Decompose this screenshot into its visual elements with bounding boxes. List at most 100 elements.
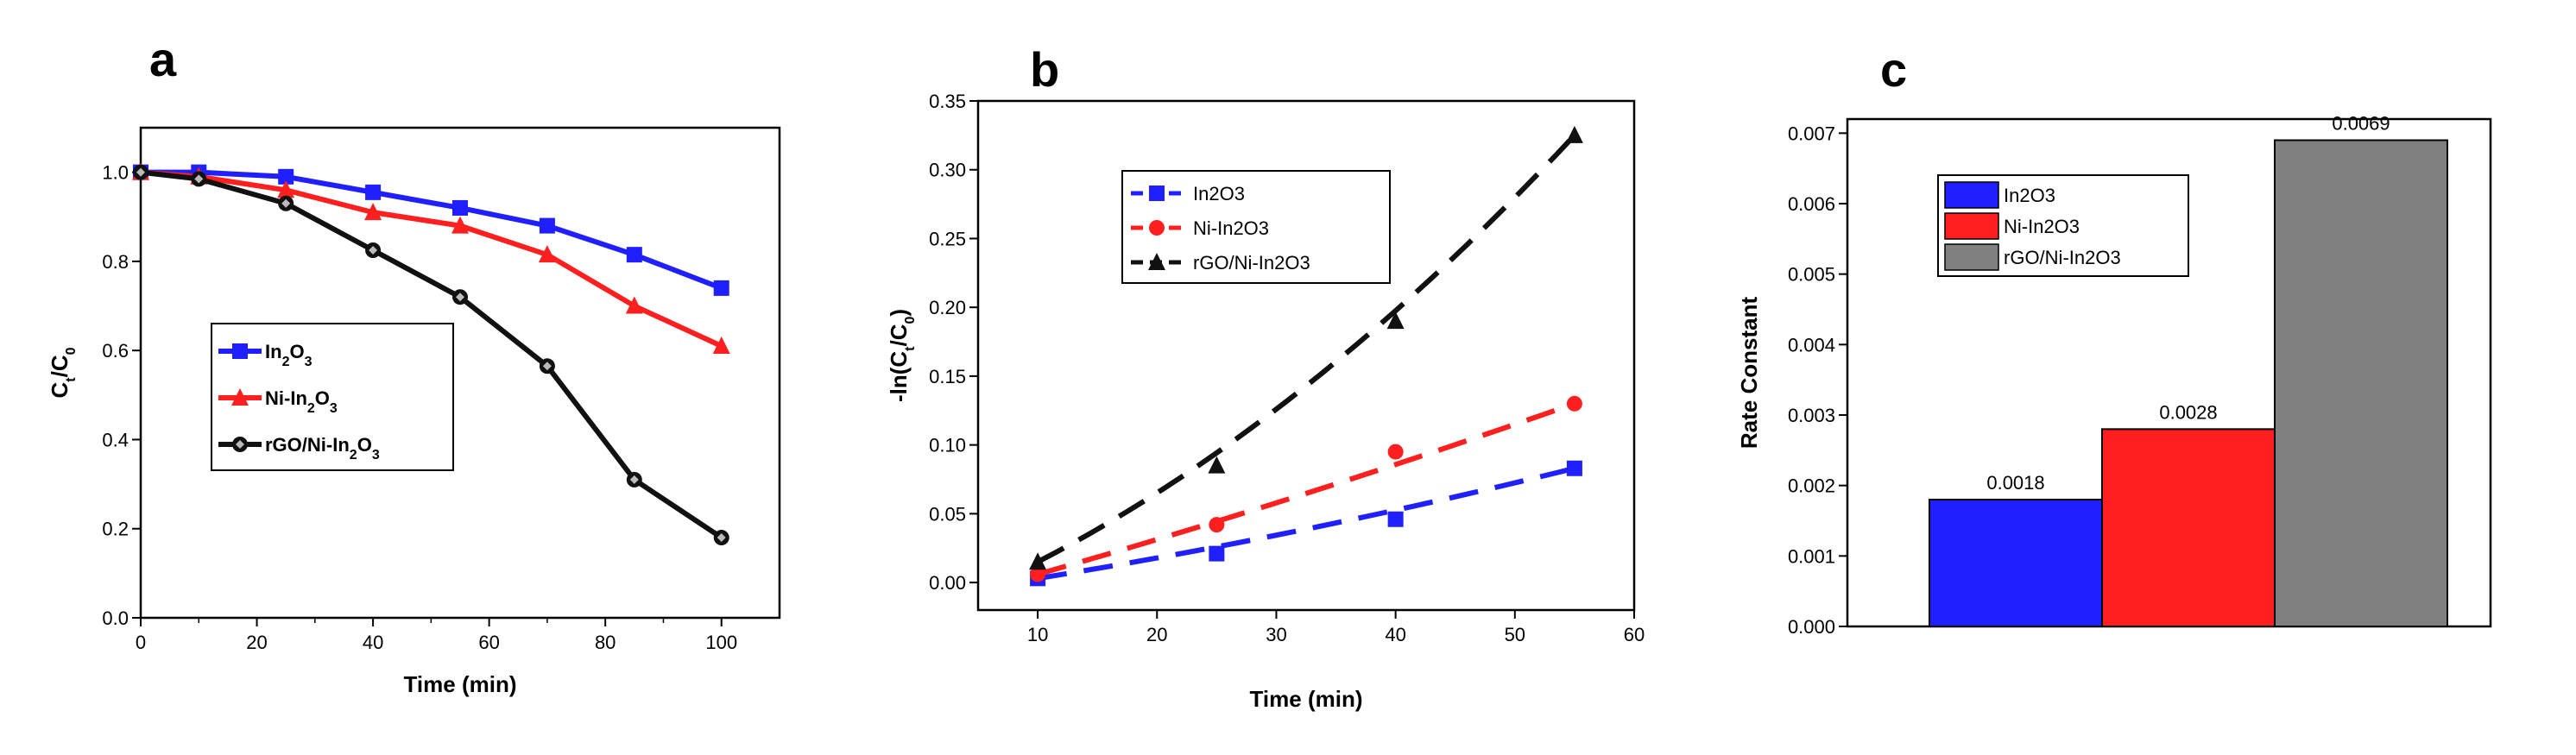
label-part: ) <box>886 309 912 317</box>
label-part: 3 <box>330 401 338 416</box>
y-tick-label: 0.00 <box>929 572 966 594</box>
y-tick-label: 0.15 <box>929 366 966 387</box>
data-point <box>626 471 642 488</box>
panel-letter-c: c <box>1880 42 1907 97</box>
data-point <box>452 289 468 305</box>
y-tick-label: 0.003 <box>1788 405 1835 426</box>
data-point <box>625 296 643 314</box>
data-point <box>712 337 730 355</box>
y-tick-label: 0.35 <box>929 91 966 112</box>
label-part: 3 <box>372 448 380 462</box>
series-line-1 <box>140 169 723 349</box>
x-tick-label: 50 <box>1505 624 1525 645</box>
label-part: t <box>903 346 918 351</box>
y-tick-label: 0.000 <box>1788 616 1835 638</box>
legend-label: In2O3 <box>1193 183 1245 204</box>
y-tick-label: 0.007 <box>1788 123 1835 144</box>
y-tick-label: 0.25 <box>929 228 966 249</box>
data-point <box>1387 511 1404 527</box>
y-tick-label: 0.6 <box>102 340 129 362</box>
data-point-inner <box>717 533 726 543</box>
y-tick-label: 0.4 <box>102 429 129 450</box>
legend-label: rGO/Ni-In2O3 <box>2004 247 2121 268</box>
y-axis-title: Ct/C0 <box>47 347 79 398</box>
data-point <box>133 164 148 180</box>
y-tick-label: 0.10 <box>929 435 966 456</box>
data-point <box>1209 517 1225 533</box>
data-point-inner <box>456 293 464 302</box>
data-point <box>277 180 295 198</box>
data-point <box>1208 456 1226 474</box>
x-tick-label: 10 <box>1027 624 1048 645</box>
y-axis-title: -ln(Ct/C0) <box>886 309 918 402</box>
data-point <box>1565 125 1583 143</box>
y-tick-label: 0.20 <box>929 297 966 318</box>
data-point <box>1386 311 1405 330</box>
label-part: Ni-In2O3 <box>1193 217 1269 239</box>
y-tick-label: 0.002 <box>1788 475 1835 497</box>
data-point <box>365 184 382 200</box>
x-tick-label: 20 <box>1146 624 1167 645</box>
bar-value-label: 0.0028 <box>2159 401 2217 423</box>
y-tick-label: 0.001 <box>1788 545 1835 567</box>
label-part: rGO/Ni-In2O3 <box>1193 252 1310 274</box>
legend-label: Ni-In2O3 <box>1193 217 1269 239</box>
y-tick-label: 0.0 <box>102 607 129 629</box>
legend-label: In2O3 <box>2004 185 2055 206</box>
label-part: 2 <box>307 401 315 416</box>
data-point-inner <box>369 246 378 255</box>
label-part: t <box>64 377 79 382</box>
data-point <box>626 247 642 263</box>
label-part: O <box>357 434 372 456</box>
x-tick-label: 30 <box>1266 624 1286 645</box>
legend-marker-inner <box>236 440 244 449</box>
data-point <box>1566 395 1582 412</box>
label-part: O <box>315 387 330 409</box>
y-tick-label: 0.05 <box>929 503 966 525</box>
legend-marker <box>231 388 249 406</box>
label-part: 0 <box>64 347 79 355</box>
legend-label: In2O3 <box>265 341 313 369</box>
data-point <box>1029 552 1047 570</box>
label-part: O <box>289 341 304 362</box>
y-tick-label: 0.006 <box>1788 193 1835 215</box>
legend-box <box>1121 170 1391 284</box>
legend-swatch <box>1944 243 1999 271</box>
x-tick-label: 40 <box>363 632 383 653</box>
data-point-inner <box>281 198 291 208</box>
x-tick-label: 0 <box>136 632 146 653</box>
legend-marker <box>232 437 248 452</box>
label-part: Ni-In <box>265 387 307 409</box>
bar-0 <box>1929 499 2103 627</box>
x-tick-label: 100 <box>705 632 737 653</box>
panel-a-frame <box>139 126 781 620</box>
label-part: 0 <box>903 317 918 324</box>
x-tick-label: 40 <box>1385 624 1405 645</box>
y-tick-label: 0.004 <box>1788 334 1835 355</box>
legend-label: rGO/Ni-In2O3 <box>265 434 380 462</box>
data-point <box>278 168 294 185</box>
data-point <box>539 358 555 374</box>
data-point <box>451 216 469 234</box>
y-axis-title: Rate Constant <box>1736 297 1762 450</box>
fit-line-1 <box>1037 400 1575 577</box>
label-part: -ln(C <box>886 351 912 402</box>
panel-b-frame <box>976 99 1636 612</box>
data-point <box>1387 444 1404 460</box>
label-part: 2 <box>282 355 290 369</box>
label-part: 3 <box>305 355 313 369</box>
data-point <box>538 245 556 263</box>
bar-2 <box>2274 139 2448 627</box>
y-tick-label: 0.8 <box>102 251 129 273</box>
data-point <box>364 203 382 221</box>
data-point <box>365 242 382 258</box>
x-tick-label: 20 <box>246 632 267 653</box>
legend-label: Ni-In2O3 <box>2004 216 2080 237</box>
data-point <box>191 171 207 187</box>
data-point <box>278 195 294 211</box>
x-axis-title: Time (min) <box>1250 686 1363 712</box>
bar-value-label: 0.0018 <box>1986 472 2044 494</box>
label-part: 2 <box>350 448 357 462</box>
